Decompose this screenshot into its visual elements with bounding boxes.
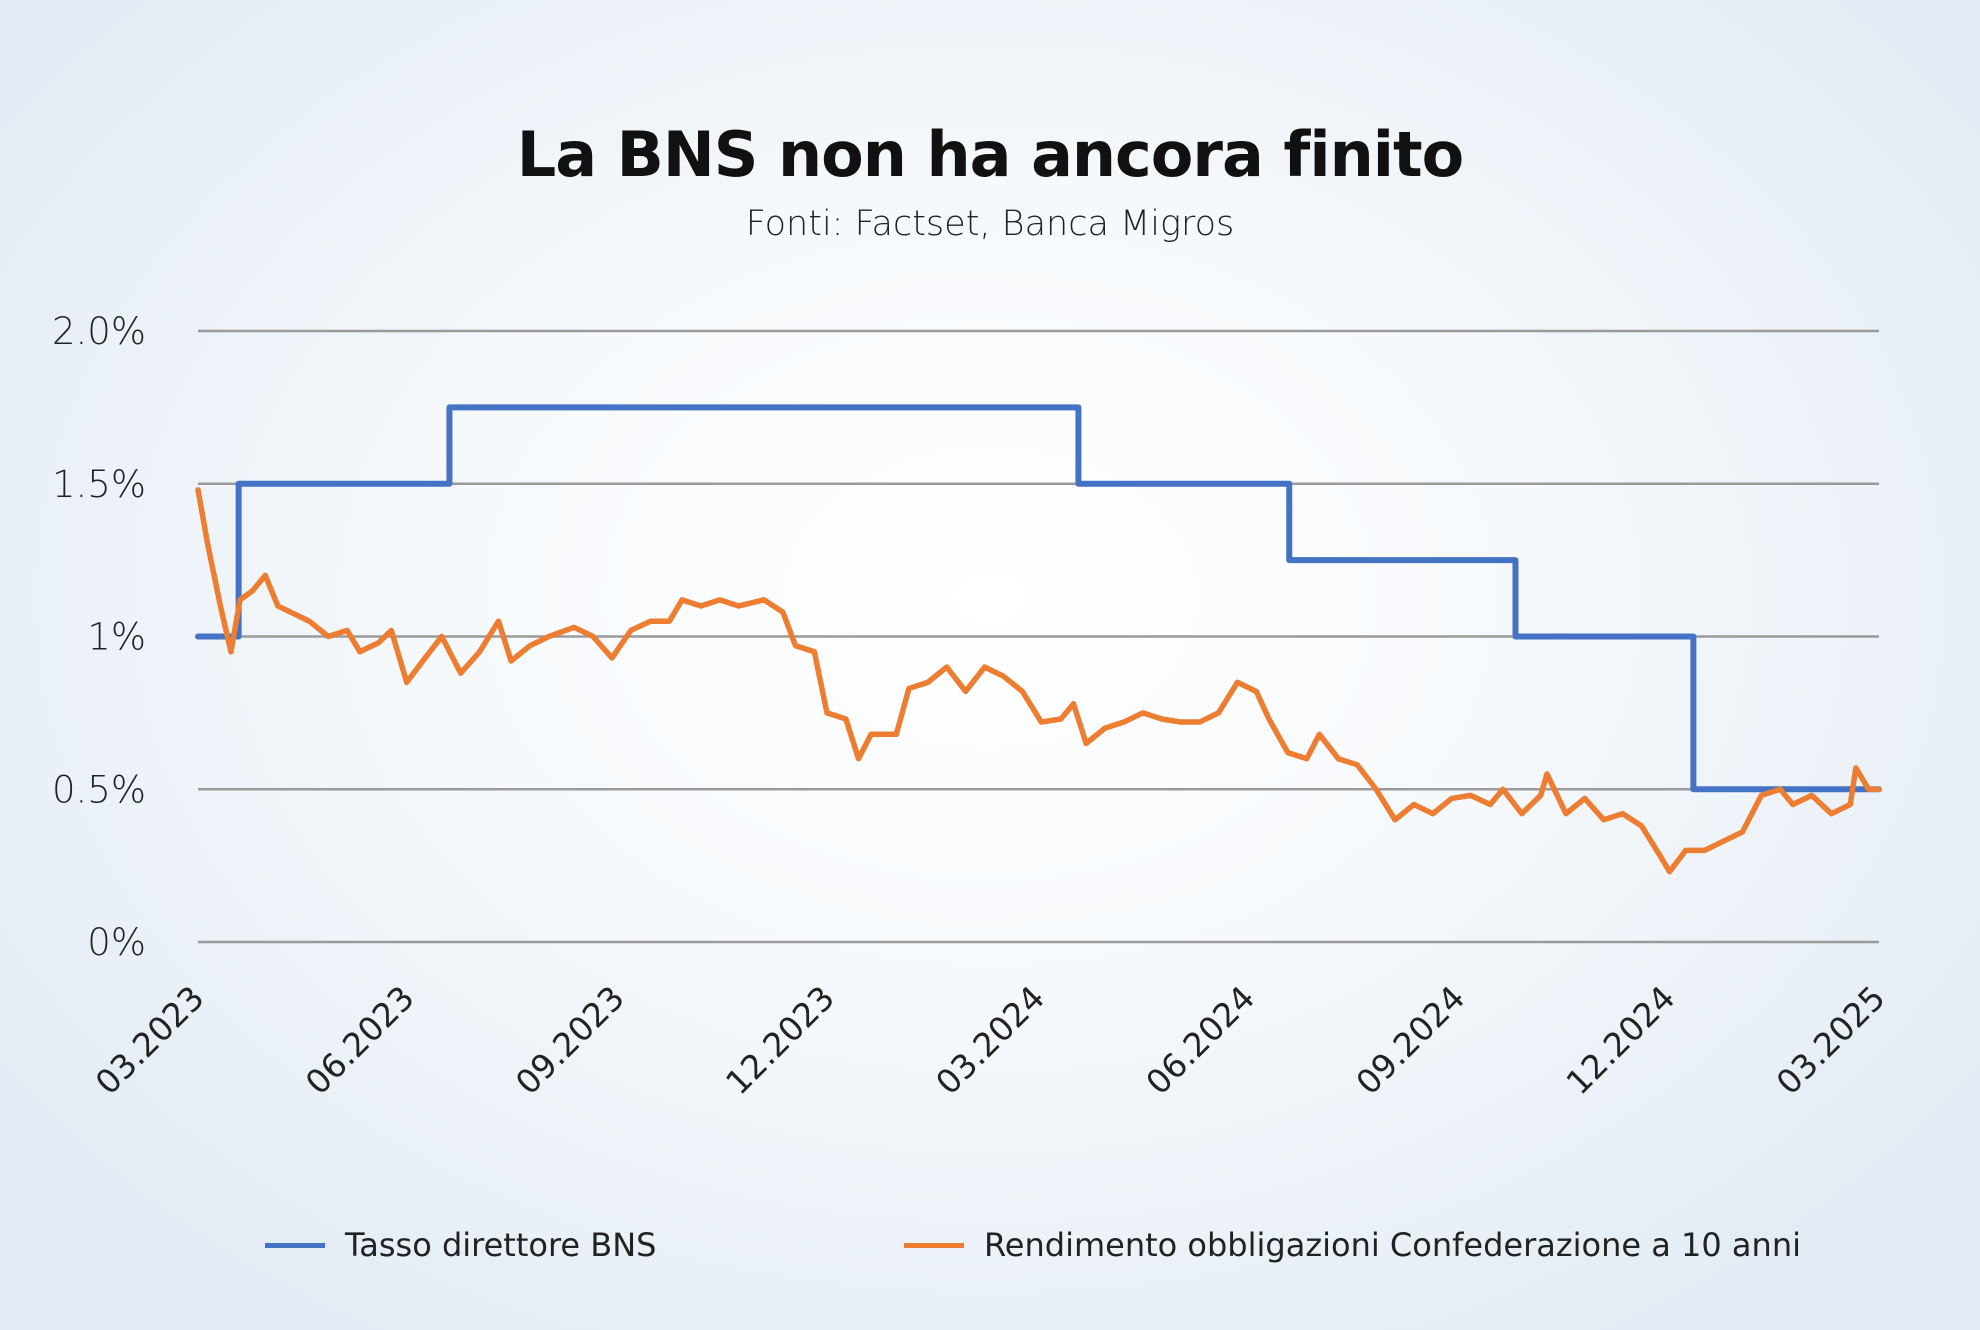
x-tick-label: 03.2025 (1769, 978, 1893, 1102)
x-tick-label: 12.2023 (718, 978, 842, 1102)
x-tick-label: 06.2023 (298, 978, 422, 1102)
y-tick-label: 1.5% (52, 463, 146, 506)
legend-swatch-blue (265, 1242, 325, 1248)
y-tick-label: 2.0% (52, 310, 146, 353)
y-tick-label: 0% (87, 921, 146, 964)
x-tick-label: 09.2024 (1348, 978, 1472, 1102)
chart-title: La BNS non ha ancora finito (516, 118, 1465, 191)
legend-label: Tasso direttore BNS (345, 1226, 657, 1264)
legend-swatch-orange (904, 1242, 964, 1248)
x-tick-label: 09.2023 (508, 978, 632, 1102)
x-tick-label: 03.2023 (88, 978, 212, 1102)
series-line-tasso-bns (195, 404, 1882, 793)
series-line-rendimento (195, 487, 1882, 875)
x-tick-label: 06.2024 (1138, 978, 1262, 1102)
legend-item-rendimento: Rendimento obbligazioni Confederazione a… (904, 1226, 1801, 1264)
y-tick-label: 1% (87, 616, 146, 659)
legend-item-tasso: Tasso direttore BNS (265, 1226, 656, 1264)
chart-subtitle: Fonti: Factset, Banca Migros (745, 204, 1235, 244)
x-tick-label: 12.2024 (1558, 978, 1682, 1102)
y-tick-label: 0.5% (52, 768, 146, 811)
legend-label: Rendimento obbligazioni Confederazione a… (984, 1226, 1801, 1264)
x-tick-label: 03.2024 (928, 978, 1052, 1102)
